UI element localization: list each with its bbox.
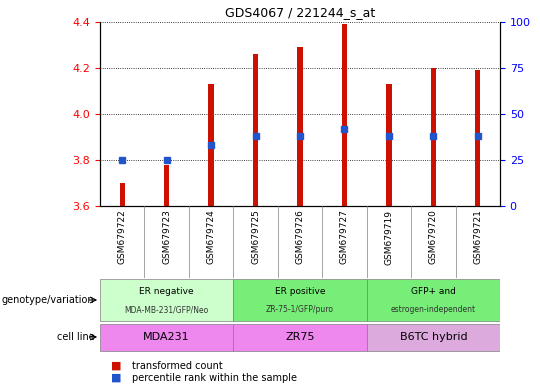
Text: B6TC hybrid: B6TC hybrid <box>400 332 467 342</box>
Title: GDS4067 / 221244_s_at: GDS4067 / 221244_s_at <box>225 7 375 20</box>
Text: GSM679723: GSM679723 <box>162 210 171 265</box>
Bar <box>342 24 347 206</box>
Text: transformed count: transformed count <box>132 361 223 371</box>
Text: GSM679725: GSM679725 <box>251 210 260 265</box>
Bar <box>367 279 500 321</box>
Text: genotype/variation: genotype/variation <box>2 295 94 305</box>
Bar <box>100 279 233 321</box>
Text: ■: ■ <box>111 361 122 371</box>
Bar <box>233 323 367 351</box>
Text: MDA231: MDA231 <box>143 332 190 342</box>
Text: GSM679722: GSM679722 <box>118 210 127 264</box>
Text: ZR75: ZR75 <box>285 332 315 342</box>
Text: ER negative: ER negative <box>139 287 194 296</box>
Bar <box>367 323 500 351</box>
Bar <box>475 70 481 206</box>
Bar <box>233 279 367 321</box>
Text: ■: ■ <box>111 373 122 383</box>
Text: GSM679724: GSM679724 <box>207 210 215 264</box>
Bar <box>386 84 391 206</box>
Text: GSM679726: GSM679726 <box>295 210 305 265</box>
Bar <box>164 165 170 206</box>
Bar <box>431 68 436 206</box>
Bar <box>253 54 258 206</box>
Bar <box>119 183 125 206</box>
Text: MDA-MB-231/GFP/Neo: MDA-MB-231/GFP/Neo <box>125 305 209 314</box>
Bar <box>100 323 233 351</box>
Text: ZR-75-1/GFP/puro: ZR-75-1/GFP/puro <box>266 305 334 314</box>
Text: GSM679721: GSM679721 <box>473 210 482 265</box>
Text: estrogen-independent: estrogen-independent <box>391 305 476 314</box>
Text: GSM679727: GSM679727 <box>340 210 349 265</box>
Text: ER positive: ER positive <box>275 287 325 296</box>
Text: GSM679720: GSM679720 <box>429 210 438 265</box>
Bar <box>298 47 302 206</box>
Text: GFP+ and: GFP+ and <box>411 287 456 296</box>
Text: GSM679719: GSM679719 <box>384 210 393 265</box>
Bar <box>208 84 214 206</box>
Text: cell line: cell line <box>57 332 94 342</box>
Text: percentile rank within the sample: percentile rank within the sample <box>132 373 298 383</box>
